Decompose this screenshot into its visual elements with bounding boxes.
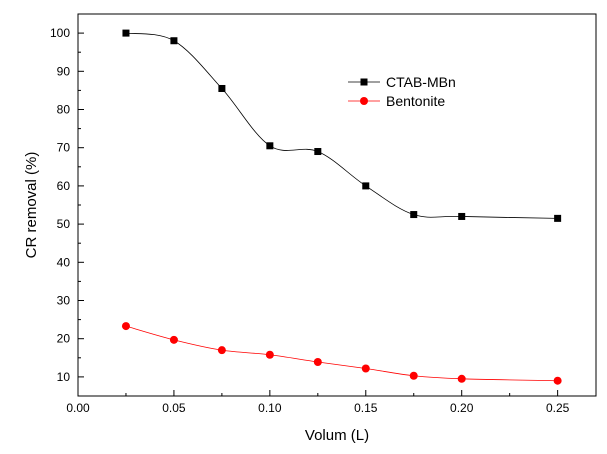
legend-label: Bentonite xyxy=(386,93,445,109)
legend-marker-circle xyxy=(360,97,368,105)
data-point-circle xyxy=(265,350,274,359)
data-point-square xyxy=(458,212,466,220)
x-tick-label: 0.10 xyxy=(258,401,282,415)
x-tick-label: 0.05 xyxy=(162,401,186,415)
x-tick-label: 0.25 xyxy=(546,401,570,415)
y-tick-label: 40 xyxy=(57,255,71,269)
data-point-circle xyxy=(409,371,418,380)
data-point-square xyxy=(122,29,130,37)
data-point-square xyxy=(218,84,226,92)
y-tick-label: 30 xyxy=(57,294,71,308)
y-tick-label: 60 xyxy=(57,179,71,193)
legend-label: CTAB-MBn xyxy=(386,74,456,90)
data-point-circle xyxy=(121,322,130,331)
series-line-0 xyxy=(125,32,558,219)
data-point-square xyxy=(410,211,418,219)
data-point-square xyxy=(170,37,178,45)
legend-marker-square xyxy=(360,78,368,86)
data-point-square xyxy=(554,214,562,222)
x-tick-label: 0.00 xyxy=(66,401,90,415)
y-axis-title: CR removal (%) xyxy=(23,152,40,259)
series-layer xyxy=(121,29,562,385)
x-tick-label: 0.20 xyxy=(450,401,474,415)
data-point-circle xyxy=(169,335,178,344)
data-point-square xyxy=(362,182,370,190)
series-line-1 xyxy=(125,325,558,382)
y-tick-label: 20 xyxy=(57,332,71,346)
data-point-square xyxy=(266,142,274,150)
y-tick-label: 10 xyxy=(57,370,71,384)
x-axis-title: Volum (L) xyxy=(305,427,369,444)
x-axis-ticks: 0.00 0.05 0.10 0.15 0.20 0.25 xyxy=(66,390,570,415)
data-point-circle xyxy=(553,376,562,385)
data-point-square xyxy=(314,148,322,156)
y-tick-label: 80 xyxy=(57,103,71,117)
plot-frame xyxy=(77,13,597,397)
data-point-circle xyxy=(313,358,322,367)
legend: CTAB-MBn Bentonite xyxy=(348,74,456,109)
y-tick-label: 50 xyxy=(57,217,71,231)
y-tick-label: 70 xyxy=(57,141,71,155)
x-tick-label: 0.15 xyxy=(354,401,378,415)
data-point-circle xyxy=(361,364,370,373)
y-axis-ticks: 10 20 30 40 50 60 70 80 90 100 xyxy=(50,26,84,384)
y-tick-label: 100 xyxy=(50,26,70,40)
data-point-circle xyxy=(217,346,226,355)
y-tick-label: 90 xyxy=(57,64,71,78)
data-point-circle xyxy=(457,374,466,383)
